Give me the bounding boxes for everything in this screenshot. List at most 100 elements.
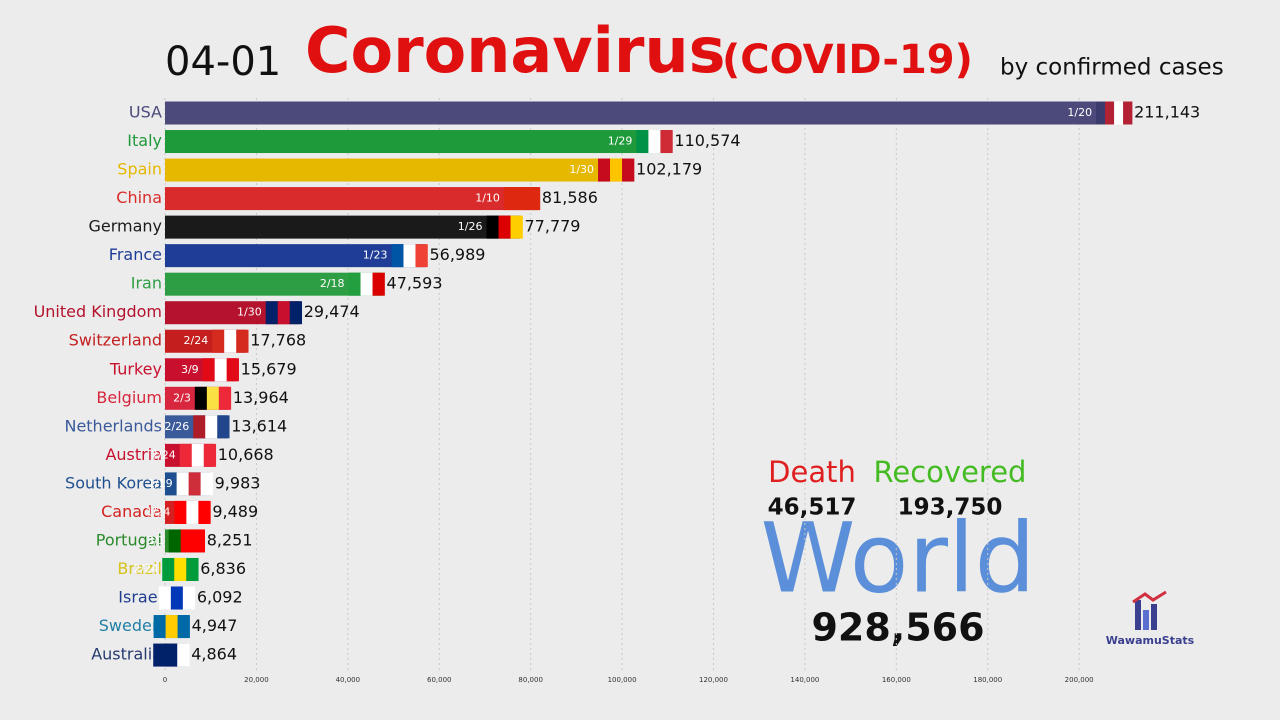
flag-stripe <box>498 215 511 239</box>
flag-stripe <box>265 301 279 325</box>
flag-stripe <box>158 586 172 610</box>
flag-stripe <box>194 386 208 410</box>
value-label: 4,947 <box>192 616 238 635</box>
category-label: Canada <box>101 502 162 521</box>
flag-stripe <box>515 187 529 211</box>
flag-stripe <box>198 500 211 524</box>
flag-stripe <box>236 329 249 353</box>
world-total: 928,566 <box>811 606 984 650</box>
chart-title: Coronavirus <box>305 14 726 87</box>
flag-stripe <box>180 529 194 553</box>
chart-subtitle: by confirmed cases <box>1000 55 1224 81</box>
flag-stripe <box>182 586 196 610</box>
flag-stripe <box>212 329 225 353</box>
first-case-date: 1/19 <box>148 477 173 490</box>
x-tick-label: 160,000 <box>882 676 911 684</box>
category-label: Germany <box>88 217 162 236</box>
flag-icon <box>265 301 303 325</box>
flag-stripe <box>226 358 239 382</box>
value-label: 8,251 <box>207 530 253 549</box>
flag-stripe <box>205 415 218 439</box>
flag-stripe <box>177 615 190 639</box>
first-case-date: 2/18 <box>320 277 345 290</box>
flag-icon <box>194 386 232 410</box>
flag-stripe <box>348 272 361 296</box>
brand-name: WawamuStats <box>1106 634 1195 647</box>
flag-icon <box>153 643 190 667</box>
first-case-date: 1/24 <box>146 505 171 518</box>
category-label: Italy <box>127 131 162 150</box>
stat-value: 46,517 <box>768 495 857 521</box>
flag-stripe <box>1105 101 1115 125</box>
first-case-date: 2/24 <box>184 334 209 347</box>
x-tick-label: 140,000 <box>790 676 819 684</box>
flag-stripe <box>224 329 237 353</box>
x-tick-label: 80,000 <box>518 676 543 684</box>
category-label: Israel <box>118 588 162 607</box>
flag-stripe <box>289 301 303 325</box>
flag-icon <box>636 130 673 154</box>
flag-icon <box>503 187 541 211</box>
brand-logo <box>1132 590 1167 630</box>
first-case-date: 2/24 <box>151 448 176 461</box>
flag-icon <box>193 415 230 439</box>
flag-stripe <box>503 187 517 211</box>
stat-name: Recovered <box>874 455 1027 489</box>
flag-stripe <box>610 158 623 182</box>
flag-icon <box>348 272 385 296</box>
value-label: 56,989 <box>429 245 485 264</box>
flag-stripe <box>179 443 193 467</box>
flag-stripe <box>193 415 206 439</box>
category-label: Belgium <box>96 388 162 407</box>
flag-icon <box>158 586 196 610</box>
flag-stripe <box>202 358 215 382</box>
flag-stripe <box>170 586 184 610</box>
flag-stripe <box>168 529 182 553</box>
value-label: 81,586 <box>542 188 598 207</box>
x-tick-label: 0 <box>163 676 167 684</box>
flag-icon <box>153 615 190 639</box>
flag-stripe <box>214 358 227 382</box>
category-label: South Korea <box>65 473 162 492</box>
flag-stripe <box>648 130 661 154</box>
flag-icon <box>1096 101 1133 125</box>
bar <box>165 187 538 211</box>
first-case-date: 2/24 <box>134 562 159 575</box>
flag-stripe <box>598 158 611 182</box>
flag-stripe <box>176 472 189 496</box>
first-case-date: 3/9 <box>181 363 199 376</box>
flag-icon <box>391 244 428 268</box>
category-label: Iran <box>131 274 162 293</box>
flag-stripe <box>391 244 404 268</box>
flag-stripe <box>527 187 541 211</box>
flag-icon <box>174 500 211 524</box>
flag-stripe <box>277 301 291 325</box>
category-label: China <box>116 188 162 207</box>
flag-stripe <box>415 244 428 268</box>
first-case-date: 1/30 <box>237 306 262 319</box>
flag-icon <box>202 358 239 382</box>
flag-icon <box>486 215 523 239</box>
flag-icon <box>212 329 249 353</box>
bar <box>165 130 671 154</box>
x-tick-label: 100,000 <box>608 676 637 684</box>
first-case-date: 1/23 <box>363 249 388 262</box>
value-label: 77,779 <box>525 217 581 236</box>
flag-stripe <box>188 472 201 496</box>
x-tick-label: 200,000 <box>1065 676 1094 684</box>
value-label: 110,574 <box>674 131 740 150</box>
flag-stripe <box>200 472 213 496</box>
flag-stripe <box>486 215 499 239</box>
x-tick-label: 40,000 <box>336 676 361 684</box>
value-label: 211,143 <box>1134 103 1200 122</box>
category-label: Australia <box>91 645 162 664</box>
value-label: 29,474 <box>304 302 360 321</box>
value-label: 15,679 <box>241 359 297 378</box>
flag-stripe <box>372 272 385 296</box>
flag-icon <box>168 529 206 553</box>
stat-name: Death <box>768 455 856 489</box>
flag-stripe <box>622 158 635 182</box>
value-label: 17,768 <box>250 331 306 350</box>
